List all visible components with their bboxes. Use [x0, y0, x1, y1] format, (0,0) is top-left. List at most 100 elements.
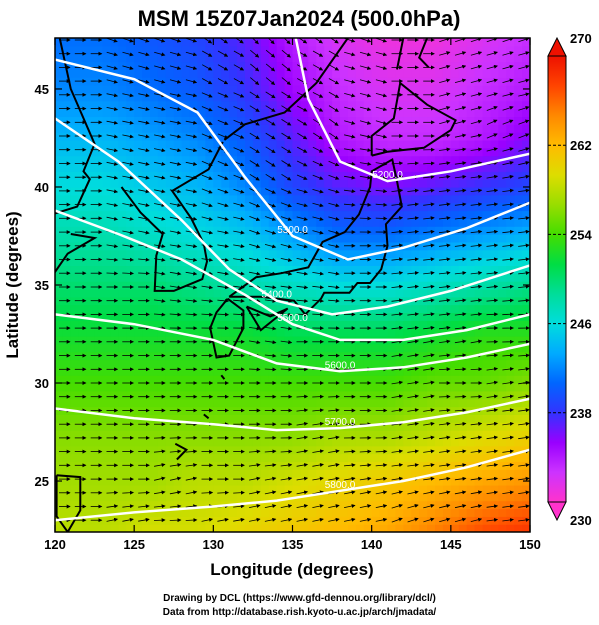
field-cell: [70, 320, 80, 329]
wind-arrow: [454, 476, 467, 481]
field-cell: [308, 139, 317, 149]
field-cell: [332, 398, 341, 408]
field-cell: [363, 234, 373, 243]
field-cell: [498, 273, 507, 282]
field-cell: [435, 132, 444, 141]
field-cell: [514, 257, 523, 266]
wind-arrow: [470, 174, 483, 179]
field-cell: [324, 273, 333, 282]
field-cell: [379, 85, 389, 94]
field-cell: [395, 124, 404, 133]
field-cell: [450, 437, 460, 447]
field-cell: [260, 85, 270, 94]
field-cell: [371, 508, 381, 517]
field-cell: [395, 249, 404, 259]
field-cell: [340, 85, 349, 94]
field-cell: [371, 147, 381, 157]
field-cell: [490, 445, 499, 455]
field-cell: [173, 343, 183, 353]
field-cell: [332, 163, 341, 172]
field-cell: [387, 508, 397, 517]
wind-arrow: [438, 188, 451, 193]
wind-arrow: [185, 504, 198, 509]
field-cell: [355, 234, 365, 243]
field-cell: [276, 390, 286, 400]
field-cell: [213, 45, 222, 55]
field-cell: [102, 108, 112, 118]
field-cell: [173, 359, 183, 368]
field-cell: [363, 524, 373, 532]
field-cell: [165, 281, 175, 290]
wind-arrow: [470, 188, 483, 193]
field-cell: [363, 53, 373, 63]
field-cell: [142, 273, 151, 282]
field-cell: [442, 484, 452, 494]
field-cell: [86, 453, 96, 463]
field-cell: [482, 453, 492, 463]
wind-arrow: [502, 408, 514, 413]
field-cell: [134, 249, 143, 259]
field-cell: [442, 414, 452, 423]
field-cell: [189, 445, 199, 455]
field-cell: [237, 179, 246, 188]
field-cell: [237, 155, 246, 165]
field-cell: [332, 179, 341, 188]
field-cell: [118, 422, 127, 431]
field-cell: [205, 422, 214, 431]
wind-arrow: [169, 93, 182, 98]
field-cell: [466, 124, 476, 133]
field-cell: [490, 375, 499, 384]
field-cell: [78, 249, 88, 259]
field-cell: [355, 210, 365, 219]
field-cell: [221, 265, 230, 274]
wind-arrow: [281, 77, 291, 86]
field-cell: [173, 108, 183, 118]
colorbar-tick-label: 246: [570, 317, 592, 332]
field-cell: [268, 108, 278, 118]
wind-arrow: [454, 174, 467, 179]
field-cell: [435, 516, 444, 525]
field-cell: [435, 53, 444, 63]
field-cell: [387, 171, 397, 180]
field-cell: [252, 359, 262, 368]
field-cell: [340, 186, 349, 196]
field-cell: [86, 202, 96, 212]
field-cell: [118, 281, 127, 290]
field-cell: [157, 437, 167, 447]
wind-arrow: [312, 202, 324, 208]
field-cell: [411, 492, 420, 502]
field-cell: [197, 241, 207, 251]
field-cell: [347, 116, 357, 125]
field-cell: [292, 77, 302, 86]
field-cell: [482, 100, 492, 110]
field-cell: [213, 186, 222, 196]
field-cell: [506, 69, 515, 78]
wind-arrow: [280, 517, 293, 522]
field-cell: [482, 234, 492, 243]
field-cell: [403, 108, 412, 118]
field-cell: [142, 453, 151, 463]
field-cell: [260, 124, 270, 133]
field-cell: [498, 85, 507, 94]
field-cell: [173, 234, 183, 243]
field-cell: [150, 257, 159, 266]
field-cell: [316, 257, 325, 266]
field-cell: [458, 500, 468, 510]
wind-arrow: [106, 517, 119, 522]
field-cell: [157, 249, 167, 259]
field-cell: [514, 38, 523, 47]
field-cell: [126, 147, 135, 157]
wind-arrow: [454, 257, 467, 262]
wind-arrow: [280, 326, 293, 331]
field-cell: [268, 383, 278, 392]
field-cell: [237, 430, 246, 439]
field-cell: [442, 500, 452, 510]
field-cell: [110, 226, 119, 235]
field-cell: [86, 92, 96, 102]
field-cell: [498, 61, 507, 70]
field-cell: [70, 430, 80, 439]
field-cell: [260, 139, 270, 149]
field-cell: [371, 108, 381, 118]
field-cell: [419, 492, 428, 502]
field-cell: [229, 445, 238, 455]
